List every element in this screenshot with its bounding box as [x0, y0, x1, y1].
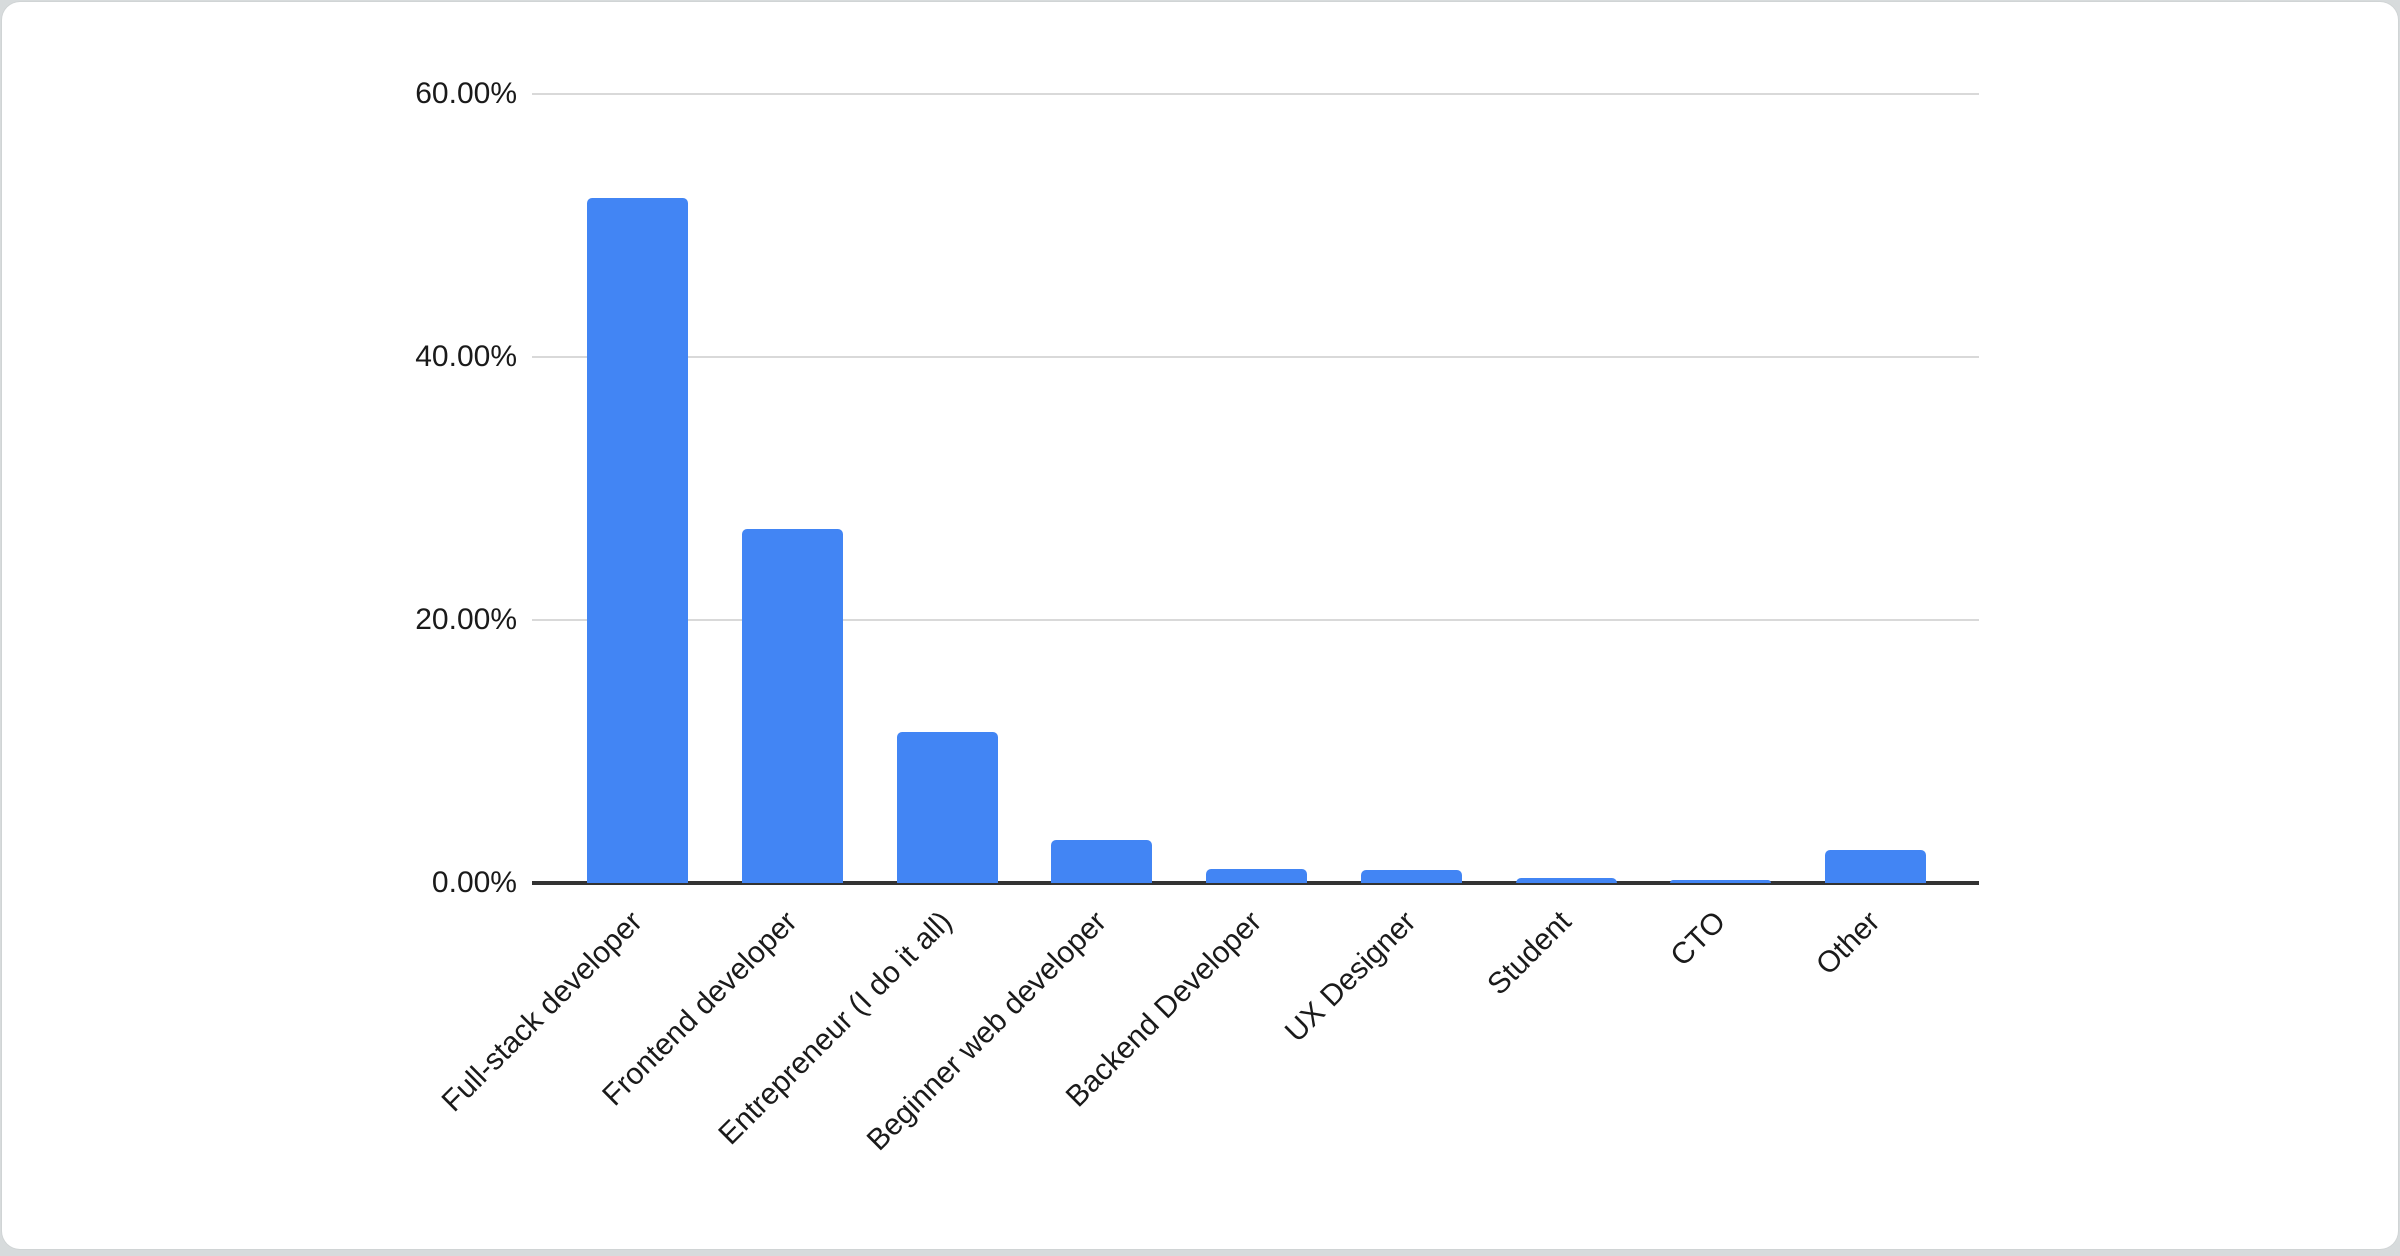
x-axis-label: Other — [1810, 905, 1887, 982]
gridline-40.00% — [532, 356, 1979, 358]
x-axis-label: Student — [1480, 905, 1578, 1002]
y-axis-label: 20.00% — [415, 603, 517, 636]
x-axis-label: UX Designer — [1278, 905, 1423, 1049]
bar-cto[interactable] — [1670, 879, 1772, 883]
bar-backend-developer[interactable] — [1206, 868, 1307, 883]
gridline-60.00% — [532, 93, 1979, 95]
y-axis-label: 0.00% — [431, 866, 517, 899]
gridline-20.00% — [532, 619, 1979, 621]
bar-beginner-web-developer[interactable] — [1051, 839, 1153, 883]
plot-area — [532, 93, 1979, 885]
y-axis-label: 40.00% — [415, 340, 517, 373]
x-axis-line — [532, 881, 1979, 885]
bar-frontend-developer[interactable] — [741, 529, 843, 883]
bar-student[interactable] — [1515, 877, 1617, 883]
bar-ux-designer[interactable] — [1360, 869, 1462, 883]
bar-entrepreneur-i-do-it-all[interactable] — [896, 731, 998, 883]
y-axis-label: 60.00% — [415, 77, 517, 110]
x-axis-label: CTO — [1664, 905, 1733, 973]
bar-full-stack-developer[interactable] — [587, 197, 688, 883]
bar-other[interactable] — [1825, 850, 1926, 883]
